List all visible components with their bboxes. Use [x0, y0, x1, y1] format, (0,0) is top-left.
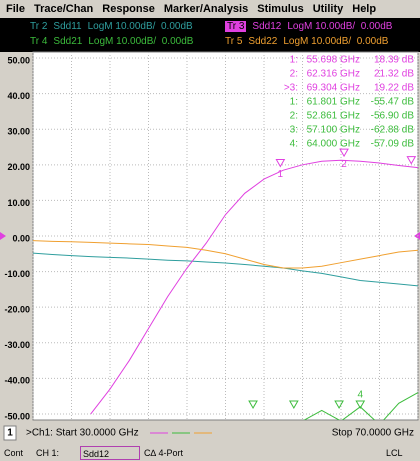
marker-freq: 69.304 GHz: [307, 83, 360, 94]
marker: [406, 156, 417, 165]
trace-id: Tr 5: [225, 36, 243, 47]
marker: [334, 400, 344, 410]
y-tick-label: -30.00: [4, 340, 30, 350]
y-tick-label: -50.00: [4, 411, 30, 421]
menu-item[interactable]: Stimulus: [257, 3, 304, 15]
trace-line: [33, 252, 418, 287]
y-tick-label: 20.00: [7, 162, 30, 172]
marker: [339, 148, 349, 158]
marker: [248, 400, 258, 410]
marker-name: 1:: [290, 55, 298, 66]
trace-line: [90, 159, 418, 415]
stop-label: Stop 70.0000 GHz: [332, 428, 414, 439]
channel-box: [3, 425, 17, 441]
y-tick-label: -10.00: [4, 269, 30, 279]
y-tick-label: 30.00: [7, 127, 30, 137]
menu-item[interactable]: Response: [102, 3, 155, 15]
trace-line: [33, 240, 418, 269]
trace-name: Sdd21: [53, 36, 83, 47]
menu-item[interactable]: Help: [352, 3, 377, 15]
marker: [288, 400, 299, 410]
marker-freq: 57.100 GHz: [307, 125, 360, 136]
marker-name: 2:: [290, 111, 298, 122]
status-field: Sdd12: [80, 446, 140, 460]
y-tick-label: 0.00: [12, 233, 30, 243]
menu-item[interactable]: Marker/Analysis: [163, 3, 249, 15]
marker: [275, 159, 286, 168]
trace-format: LogM 10.00dB/ 0.00dB: [88, 36, 194, 47]
axis-panel: [0, 52, 33, 424]
y-tick-label: -40.00: [4, 376, 30, 386]
menu-item[interactable]: Utility: [312, 3, 344, 15]
trace-label: Tr 3 Sdd12 LogM 10.00dB/ 0.00dB: [225, 21, 392, 32]
trace-label: Tr 2 Sdd11 LogM 10.00dB/ 0.00dB: [30, 21, 193, 32]
trace-name: Sdd11: [53, 21, 82, 32]
marker-name: >3:: [284, 83, 298, 94]
reference-marker: [0, 232, 6, 240]
marker-value: -56.90 dB: [371, 111, 415, 122]
marker-name: 3:: [290, 125, 298, 136]
status-field: CH 1:: [36, 448, 60, 458]
status-field: C∆ 4-Port: [144, 448, 184, 458]
marker-value: 18.39 dB: [374, 55, 414, 66]
menu-item[interactable]: Trace/Chan: [33, 3, 94, 15]
trace-label: Tr 4 Sdd21 LogM 10.00dB/ 0.00dB: [30, 36, 193, 47]
marker-label: 2: [341, 159, 347, 170]
y-tick-label: 50.00: [7, 55, 30, 65]
trace-format: LogM 10.00dB/ 0.00dB: [87, 21, 193, 32]
channel-bar: [0, 424, 420, 444]
marker-freq: 55.698 GHz: [307, 55, 360, 66]
y-tick-label: -20.00: [4, 305, 30, 315]
trace-label: Tr 5 Sdd22 LogM 10.00dB/ 0.00dB: [225, 36, 388, 47]
marker-value: 21.32 dB: [374, 69, 414, 80]
marker-value: -57.09 dB: [371, 139, 415, 150]
marker-name: 1:: [290, 97, 298, 108]
trace-format: LogM 10.00dB/ 0.00dB: [287, 21, 393, 32]
trace-name: Sdd22: [248, 36, 278, 47]
marker-label: 4: [357, 390, 363, 401]
traces: [33, 159, 418, 420]
y-tick-label: 10.00: [7, 198, 30, 208]
marker-value: -62.88 dB: [371, 125, 415, 136]
trace-format: LogM 10.00dB/ 0.00dB: [283, 36, 389, 47]
marker: [355, 400, 366, 410]
trace-line: [303, 392, 418, 420]
plot: 1 >Ch1: Start 30.0000 GHz Stop 70.0000 G…: [0, 51, 420, 444]
marker-freq: 61.801 GHz: [307, 97, 360, 108]
start-label: >Ch1: Start 30.0000 GHz: [26, 428, 139, 439]
marker-value: -55.47 dB: [371, 97, 415, 108]
trace-name: Sdd12: [252, 21, 282, 32]
trace-id: Tr 3: [225, 21, 247, 32]
marker-label: 1: [278, 169, 284, 180]
marker-name: 2:: [290, 69, 298, 80]
marker-name: 4:: [290, 139, 298, 150]
marker-value: 19.22 dB: [374, 83, 414, 94]
status-field: LCL: [386, 448, 403, 458]
trace-header: Tr 2 Sdd11 LogM 10.00dB/ 0.00dB Tr 3 Sdd12 Lo…: [0, 18, 420, 52]
status-field: Cont: [4, 448, 24, 458]
menu-item[interactable]: File: [6, 3, 25, 15]
y-tick-label: 40.00: [7, 91, 30, 101]
trace-id: Tr 4: [30, 36, 48, 47]
channel-number: 1: [7, 428, 13, 439]
trace-id: Tr 2: [30, 21, 48, 32]
marker-freq: 64.000 GHz: [307, 139, 360, 150]
marker-freq: 62.316 GHz: [307, 69, 360, 80]
menu-bar: File Trace/Chan Response Marker/Analysis Sti…: [0, 0, 420, 18]
marker-freq: 52.861 GHz: [307, 111, 360, 122]
